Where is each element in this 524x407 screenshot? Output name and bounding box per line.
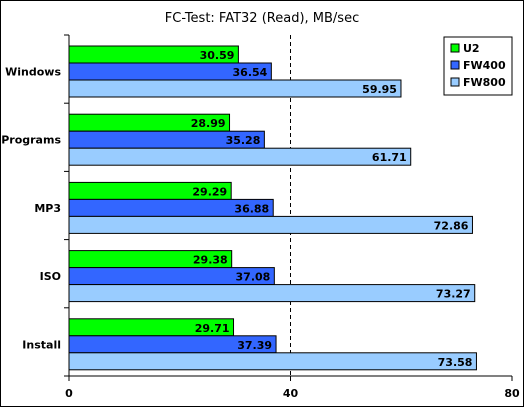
data-label: 73.27 (436, 288, 471, 301)
category-label: MP3 (34, 202, 61, 215)
data-label: 28.99 (191, 117, 226, 130)
data-label: 37.39 (237, 339, 272, 352)
data-label: 61.71 (372, 151, 407, 164)
bar-fw800 (68, 352, 477, 371)
legend-label-fw400: FW400 (463, 59, 506, 72)
x-tick-label: 80 (504, 387, 520, 400)
data-label: 35.28 (226, 134, 261, 147)
category-label: ISO (40, 270, 61, 283)
legend-swatch-fw800 (450, 77, 460, 87)
data-label: 59.95 (362, 83, 397, 96)
data-label: 29.71 (195, 322, 230, 335)
legend-label-u2: U2 (463, 42, 480, 55)
data-label: 29.29 (192, 185, 227, 198)
bar-fw800 (68, 284, 476, 303)
data-label: 73.58 (438, 356, 473, 369)
category-label: Programs (1, 134, 61, 147)
x-tick-label: 40 (283, 387, 299, 400)
bar-fw800 (68, 215, 473, 234)
legend-swatch-fw400 (450, 60, 460, 70)
data-label: 36.88 (234, 202, 269, 215)
data-label: 36.54 (233, 66, 268, 79)
bar-fw800 (68, 79, 402, 98)
legend-swatch-u2 (450, 43, 460, 53)
category-label: Windows (5, 66, 61, 79)
x-tick-label: 0 (65, 387, 73, 400)
legend-label-fw800: FW800 (463, 76, 506, 89)
data-label: 29.38 (193, 254, 228, 267)
category-label: Install (22, 338, 61, 351)
bar-fw800 (68, 147, 412, 166)
chart-title: FC-Test: FAT32 (Read), MB/sec (165, 11, 359, 26)
data-label: 37.08 (236, 271, 271, 284)
data-label: 30.59 (200, 49, 235, 62)
data-label: 72.86 (434, 219, 469, 232)
